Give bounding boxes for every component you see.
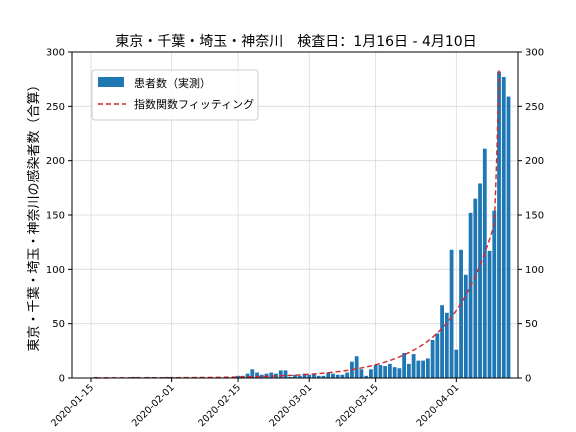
bar xyxy=(497,71,501,378)
bar xyxy=(312,373,316,378)
bar xyxy=(335,374,340,378)
legend: 患者数（実測） 指数関数フィッティング xyxy=(91,69,259,121)
bar xyxy=(259,374,264,378)
bar xyxy=(331,373,335,378)
bar xyxy=(250,369,255,378)
y-tick-label-right: 50 xyxy=(525,319,538,330)
bar xyxy=(373,364,378,378)
x-tick-label: 2020-04-01 xyxy=(415,382,462,429)
y-ticks-left: 0 50 100 150 200 250 300 xyxy=(46,48,72,385)
bar xyxy=(425,358,430,378)
x-tick-label: 2020-03-15 xyxy=(334,382,381,429)
bar xyxy=(406,363,411,378)
bar xyxy=(387,363,392,378)
bar xyxy=(392,367,397,378)
bar xyxy=(293,374,297,378)
bar xyxy=(288,376,293,378)
bar xyxy=(164,376,169,378)
legend-bar-swatch xyxy=(98,77,124,87)
y-tick-label: 200 xyxy=(46,156,65,167)
legend-label-bars: 患者数（実測） xyxy=(134,76,211,90)
y-tick-label-right: 100 xyxy=(525,265,544,276)
bar xyxy=(421,360,426,378)
chart-title: 東京・千葉・埼玉・神奈川 検査日：1月16日 - 4月10日 xyxy=(115,34,476,50)
bar xyxy=(444,312,449,378)
bar xyxy=(482,148,487,378)
bar xyxy=(297,375,302,378)
bar xyxy=(316,375,321,378)
y-tick-label-right: 300 xyxy=(525,48,544,59)
bar xyxy=(269,372,274,378)
legend-box xyxy=(91,69,259,121)
y-tick-label: 50 xyxy=(52,319,65,330)
x-tick-label: 2020-03-01 xyxy=(268,382,315,429)
x-tick-label: 2020-02-01 xyxy=(130,382,177,429)
bar xyxy=(307,374,312,378)
bar xyxy=(340,374,345,378)
bar xyxy=(255,372,259,378)
bar xyxy=(430,339,435,378)
bar xyxy=(440,305,444,378)
bar xyxy=(302,373,307,378)
y-ticks-right: 0 50 100 150 200 250 300 xyxy=(518,48,544,385)
x-ticks: 2020-01-15 2020-02-01 2020-02-15 2020-03-01… xyxy=(49,378,461,429)
bar xyxy=(359,369,364,378)
bar xyxy=(321,375,326,378)
bar xyxy=(402,353,407,378)
bar xyxy=(245,373,250,378)
y-tick-label: 150 xyxy=(46,211,65,222)
y-tick-label: 250 xyxy=(46,102,65,113)
bar xyxy=(454,349,459,378)
bar xyxy=(487,250,492,378)
bar xyxy=(283,370,288,378)
bar xyxy=(459,249,463,378)
y-tick-label-right: 150 xyxy=(525,211,544,222)
bar xyxy=(369,369,373,378)
bar xyxy=(364,375,369,378)
bar xyxy=(463,274,468,378)
bar xyxy=(506,96,511,378)
y-tick-label: 100 xyxy=(46,265,65,276)
y-tick-label-right: 0 xyxy=(525,374,531,385)
x-tick-label: 2020-02-15 xyxy=(196,382,243,429)
y-tick-label-right: 200 xyxy=(525,156,544,167)
bar xyxy=(326,372,331,378)
y-tick-label-right: 250 xyxy=(525,102,544,113)
bar xyxy=(236,375,240,378)
bars xyxy=(93,71,511,378)
bar xyxy=(397,368,402,378)
bar xyxy=(492,210,497,378)
bar xyxy=(435,333,440,378)
bar xyxy=(478,183,482,378)
bar xyxy=(378,364,383,378)
bar xyxy=(468,212,473,378)
bar xyxy=(416,360,421,378)
bar xyxy=(473,198,478,378)
y-axis-label: 東京・千葉・埼玉・神奈川の感染者数（合算） xyxy=(26,78,42,351)
bar xyxy=(345,372,350,378)
bar xyxy=(131,376,136,378)
bar xyxy=(501,76,506,378)
y-tick-label: 0 xyxy=(59,374,65,385)
x-tick-label: 2020-01-15 xyxy=(49,382,96,429)
y-tick-label: 300 xyxy=(46,48,65,59)
legend-label-fit: 指数関数フィッティング xyxy=(134,97,254,111)
bar xyxy=(383,366,388,378)
bar xyxy=(449,249,454,378)
bar xyxy=(354,356,359,378)
bar xyxy=(278,370,283,378)
bar xyxy=(411,354,416,378)
